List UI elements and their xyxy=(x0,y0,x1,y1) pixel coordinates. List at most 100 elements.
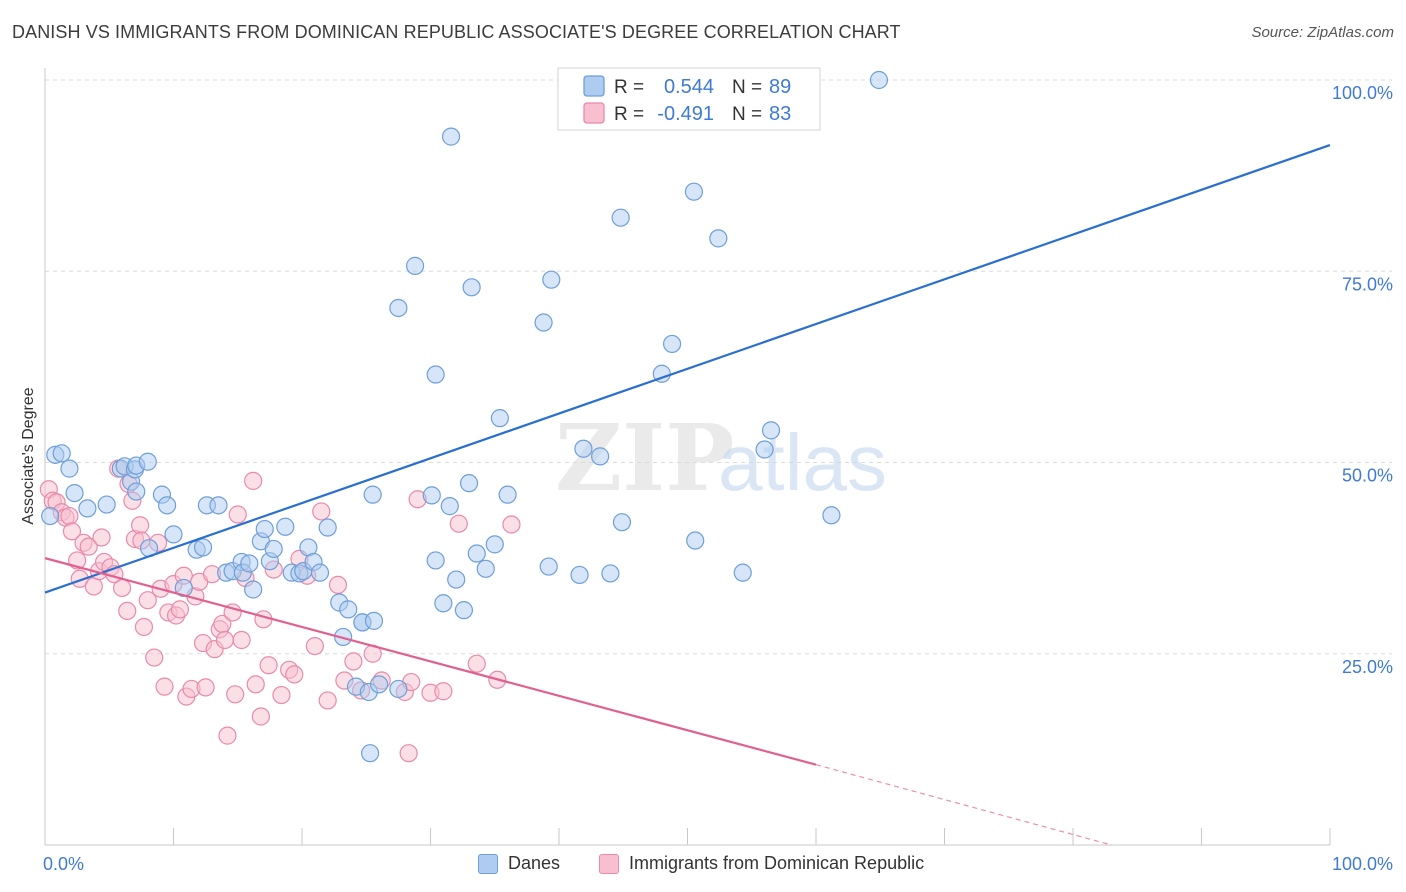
dominican-point xyxy=(285,665,304,684)
watermark-zip: ZIP xyxy=(555,404,734,512)
danes-point xyxy=(193,538,213,557)
dominican-point xyxy=(218,726,237,745)
danes-point xyxy=(447,570,466,589)
legend-n-label: N = xyxy=(732,104,762,125)
danes-point xyxy=(370,675,389,694)
y-tick-label: 25.0% xyxy=(1342,657,1393,677)
legend-item-danes[interactable]: Danes xyxy=(478,853,560,874)
danes-point xyxy=(612,513,632,532)
danes-point xyxy=(310,563,330,582)
danes-point xyxy=(65,484,84,503)
danes-point xyxy=(363,485,382,504)
bottom-legend: Danes Immigrants from Dominican Republic xyxy=(0,850,1406,880)
danes-point xyxy=(405,256,425,275)
dominican-point xyxy=(79,537,98,556)
danes-point xyxy=(60,459,79,478)
dominican-point xyxy=(244,471,263,490)
dominican-point xyxy=(134,617,154,637)
legend-swatch xyxy=(583,75,605,97)
dominican-point xyxy=(251,707,270,726)
danes-point xyxy=(127,482,146,501)
chart-source: Source: ZipAtlas.com xyxy=(1251,24,1394,41)
danes-point xyxy=(164,525,183,544)
danes-point xyxy=(364,611,384,630)
axes: 25.0% 50.0% 75.0% 100.0% 0.0% 100.0% xyxy=(43,68,1393,874)
danes-point xyxy=(41,506,60,526)
x-tick-label-start: 0.0% xyxy=(43,854,84,874)
dominican-point xyxy=(228,505,247,524)
legend-r-value: 0.544 xyxy=(664,76,714,98)
dominican-point xyxy=(62,522,82,541)
dominican-trend-line xyxy=(44,557,817,766)
danes-point xyxy=(462,278,481,297)
danes-point xyxy=(490,409,509,428)
danes-point xyxy=(138,452,157,471)
danes-point xyxy=(441,127,461,146)
danes-point xyxy=(434,594,453,613)
legend-n-value: 83 xyxy=(769,103,791,125)
danes-point xyxy=(97,495,116,514)
dominican-point xyxy=(112,578,132,598)
legend-label-dominican: Immigrants from Dominican Republic xyxy=(629,853,925,873)
danes-point xyxy=(426,551,445,570)
danes-point xyxy=(209,496,228,515)
danes-point xyxy=(534,313,553,332)
danes-point xyxy=(755,440,774,459)
danes-point xyxy=(264,539,283,559)
dominican-point xyxy=(226,685,245,704)
dominican-point xyxy=(196,678,215,697)
y-tick-label: 50.0% xyxy=(1342,466,1393,486)
danes-point xyxy=(244,580,263,599)
dominican-point xyxy=(449,514,468,533)
danes-point xyxy=(52,444,71,463)
dominican-point xyxy=(118,601,137,621)
danes-point xyxy=(426,365,445,384)
danes-point xyxy=(440,497,459,516)
danes-trend-line xyxy=(44,143,1331,594)
watermark-atlas: atlas xyxy=(718,418,887,507)
dominican-point xyxy=(145,648,164,667)
danes-point xyxy=(869,70,889,90)
danes-point xyxy=(591,447,610,466)
dominican-point xyxy=(305,636,324,656)
y-tick-label: 75.0% xyxy=(1342,274,1393,294)
dominican-point xyxy=(434,682,453,701)
danes-point xyxy=(78,499,97,518)
trend-lines xyxy=(44,143,1331,846)
danes-point xyxy=(174,578,193,598)
danes-point xyxy=(570,565,589,585)
danes-point xyxy=(318,518,337,537)
danes-point xyxy=(662,334,682,354)
danes-point xyxy=(389,679,408,699)
danes-point xyxy=(361,744,380,763)
x-tick-label-end: 100.0% xyxy=(1332,854,1393,874)
danes-point xyxy=(485,535,504,554)
dominican-point xyxy=(232,630,251,650)
correlation-legend: R = 0.544 N = 89 R = -0.491 N = 83 xyxy=(557,67,821,131)
dominican-point xyxy=(272,685,291,705)
dominican-point xyxy=(84,577,103,596)
series-danes-points xyxy=(41,70,889,763)
danes-point xyxy=(709,229,728,248)
legend-n-value: 89 xyxy=(769,76,791,98)
dominican-point xyxy=(318,691,337,710)
dominican-point xyxy=(155,677,174,696)
danes-point xyxy=(498,485,517,504)
danes-point xyxy=(422,486,441,505)
danes-swatch xyxy=(478,853,498,874)
legend-n-label: N = xyxy=(732,77,762,98)
danes-point xyxy=(240,554,259,573)
legend-item-dominican[interactable]: Immigrants from Dominican Republic xyxy=(599,853,924,874)
legend-r-label: R = xyxy=(614,104,644,125)
danes-point xyxy=(255,519,274,539)
dominican-point xyxy=(138,591,157,610)
danes-point xyxy=(389,298,408,318)
dominican-point xyxy=(130,516,150,535)
danes-point xyxy=(684,182,704,201)
danes-point xyxy=(686,531,705,550)
dominican-point xyxy=(60,506,79,526)
dominican-point xyxy=(170,600,190,619)
legend-label-danes: Danes xyxy=(508,853,561,873)
dominican-point xyxy=(215,630,234,650)
